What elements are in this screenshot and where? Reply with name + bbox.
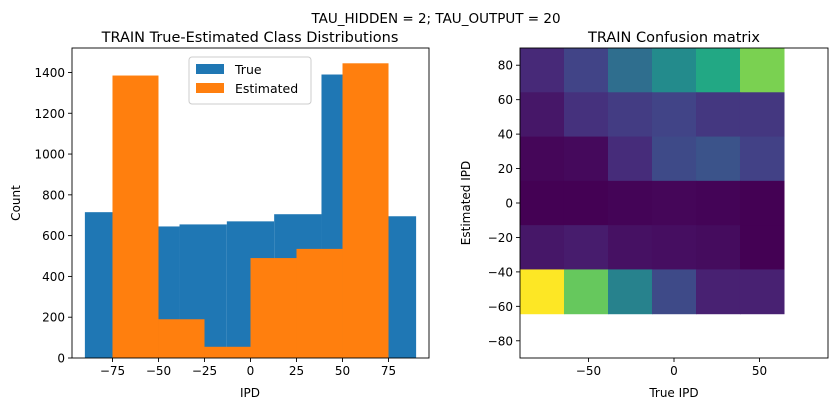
cm-cell-r3-c2 xyxy=(608,180,653,226)
y-tick-label: 20 xyxy=(498,162,513,176)
confusion-matrix-x-ticks: −50 0 50 xyxy=(576,358,767,378)
cm-cell-r0-c5 xyxy=(739,48,785,93)
bar-estimated-6 xyxy=(342,63,389,358)
legend-swatch-estimated xyxy=(196,83,224,93)
x-tick-label: 50 xyxy=(335,364,350,378)
cm-cell-r3-c0 xyxy=(520,180,565,226)
y-tick-label: 0 xyxy=(57,352,65,366)
x-tick-label: 50 xyxy=(752,364,767,378)
y-tick-label: 1400 xyxy=(34,66,65,80)
histogram-x-label: IPD xyxy=(240,386,260,400)
y-tick-label: −20 xyxy=(488,231,513,245)
cm-cell-r0-c4 xyxy=(696,48,741,93)
cm-cell-r1-c0 xyxy=(520,92,565,138)
cm-cell-r5-c5 xyxy=(739,269,785,315)
cm-cell-r0-c0 xyxy=(520,48,565,93)
cm-cell-r4-c4 xyxy=(696,225,741,270)
confusion-matrix-y-ticks: −80 −60 −40 −20 0 20 40 60 80 xyxy=(488,59,520,348)
x-tick-label: 0 xyxy=(670,364,678,378)
cm-cell-r3-c5 xyxy=(739,180,785,226)
cm-cell-r0-c1 xyxy=(563,48,609,93)
y-tick-label: 1200 xyxy=(34,107,65,121)
confusion-matrix-x-label: True IPD xyxy=(648,386,698,400)
cm-cell-r4-c2 xyxy=(608,225,653,270)
suptitle: TAU_HIDDEN = 2; TAU_OUTPUT = 20 xyxy=(310,11,560,27)
cm-cell-r1-c1 xyxy=(563,92,609,138)
histogram-y-label: Count xyxy=(9,185,23,221)
cm-cell-r2-c1 xyxy=(563,136,609,182)
y-tick-label: 0 xyxy=(505,197,513,211)
x-tick-label: −50 xyxy=(146,364,171,378)
cm-cell-r2-c5 xyxy=(739,136,785,182)
cm-cell-r1-c3 xyxy=(651,92,697,138)
cm-cell-r1-c5 xyxy=(739,92,785,138)
cm-cell-r2-c2 xyxy=(608,136,653,182)
y-tick-label: 400 xyxy=(42,270,65,284)
histogram-chart: TRAIN True-Estimated Class Distributions… xyxy=(9,30,430,400)
cm-cell-r4-c3 xyxy=(651,225,697,270)
x-tick-label: 75 xyxy=(381,364,396,378)
cm-cell-r4-c1 xyxy=(563,225,609,270)
bar-estimated-2 xyxy=(158,319,205,358)
cm-cell-r0-c3 xyxy=(651,48,697,93)
confusion-matrix-y-label: Estimated IPD xyxy=(459,161,473,245)
cm-cell-r4-c5 xyxy=(739,225,785,270)
cm-cell-r0-c2 xyxy=(608,48,653,93)
histogram-title: TRAIN True-Estimated Class Distributions xyxy=(101,30,399,46)
confusion-matrix-chart: TRAIN Confusion matrix −50 0 50 −80−60−40−… xyxy=(459,30,829,400)
cm-cell-r1-c2 xyxy=(608,92,653,138)
x-tick-label: −75 xyxy=(100,364,125,378)
y-tick-label: 60 xyxy=(498,93,513,107)
bar-estimated-3 xyxy=(204,346,251,358)
legend-label-estimated: Estimated xyxy=(235,81,298,96)
y-tick-label: −60 xyxy=(488,300,513,314)
cm-cell-r3-c3 xyxy=(651,180,697,226)
cm-cell-r3-c4 xyxy=(696,180,741,226)
y-tick-label: 40 xyxy=(498,128,513,142)
cm-cell-r5-c4 xyxy=(696,269,741,315)
cm-cell-r4-c0 xyxy=(520,225,565,270)
x-tick-label: −25 xyxy=(192,364,217,378)
x-tick-label: 0 xyxy=(247,364,255,378)
bar-estimated-4 xyxy=(250,258,297,358)
y-tick-label: 1000 xyxy=(34,148,65,162)
legend: True Estimated xyxy=(188,56,312,105)
cm-cell-r2-c3 xyxy=(651,136,697,182)
bar-estimated-5 xyxy=(296,248,343,358)
y-tick-label: 200 xyxy=(42,311,65,325)
cm-cell-r2-c4 xyxy=(696,136,741,182)
legend-label-true: True xyxy=(234,62,262,77)
legend-swatch-true xyxy=(196,64,224,74)
x-tick-label: 25 xyxy=(289,364,304,378)
bar-estimated-1 xyxy=(112,75,159,358)
histogram-y-ticks: 0 200 400 600 800 1000 1200 1400 xyxy=(34,66,72,366)
cm-cell-r5-c0 xyxy=(520,269,565,315)
histogram-bars xyxy=(84,63,417,359)
cm-cell-r5-c2 xyxy=(608,269,653,315)
histogram-x-ticks: −75 −50 −25 0 25 50 75 xyxy=(100,358,396,378)
y-tick-label: 600 xyxy=(42,229,65,243)
cm-cell-r5-c1 xyxy=(563,269,609,315)
confusion-matrix-title: TRAIN Confusion matrix xyxy=(587,30,760,46)
cm-cell-r5-c3 xyxy=(651,269,697,315)
y-tick-label: 80 xyxy=(498,59,513,73)
cm-cell-r3-c1 xyxy=(563,180,609,226)
y-tick-label: −80 xyxy=(488,334,513,348)
y-tick-label: 800 xyxy=(42,188,65,202)
y-tick-label: −40 xyxy=(488,265,513,279)
cm-cell-r1-c4 xyxy=(696,92,741,138)
cm-cell-r2-c0 xyxy=(520,136,565,182)
x-tick-label: −50 xyxy=(576,364,601,378)
confusion-matrix-cells xyxy=(520,48,785,315)
